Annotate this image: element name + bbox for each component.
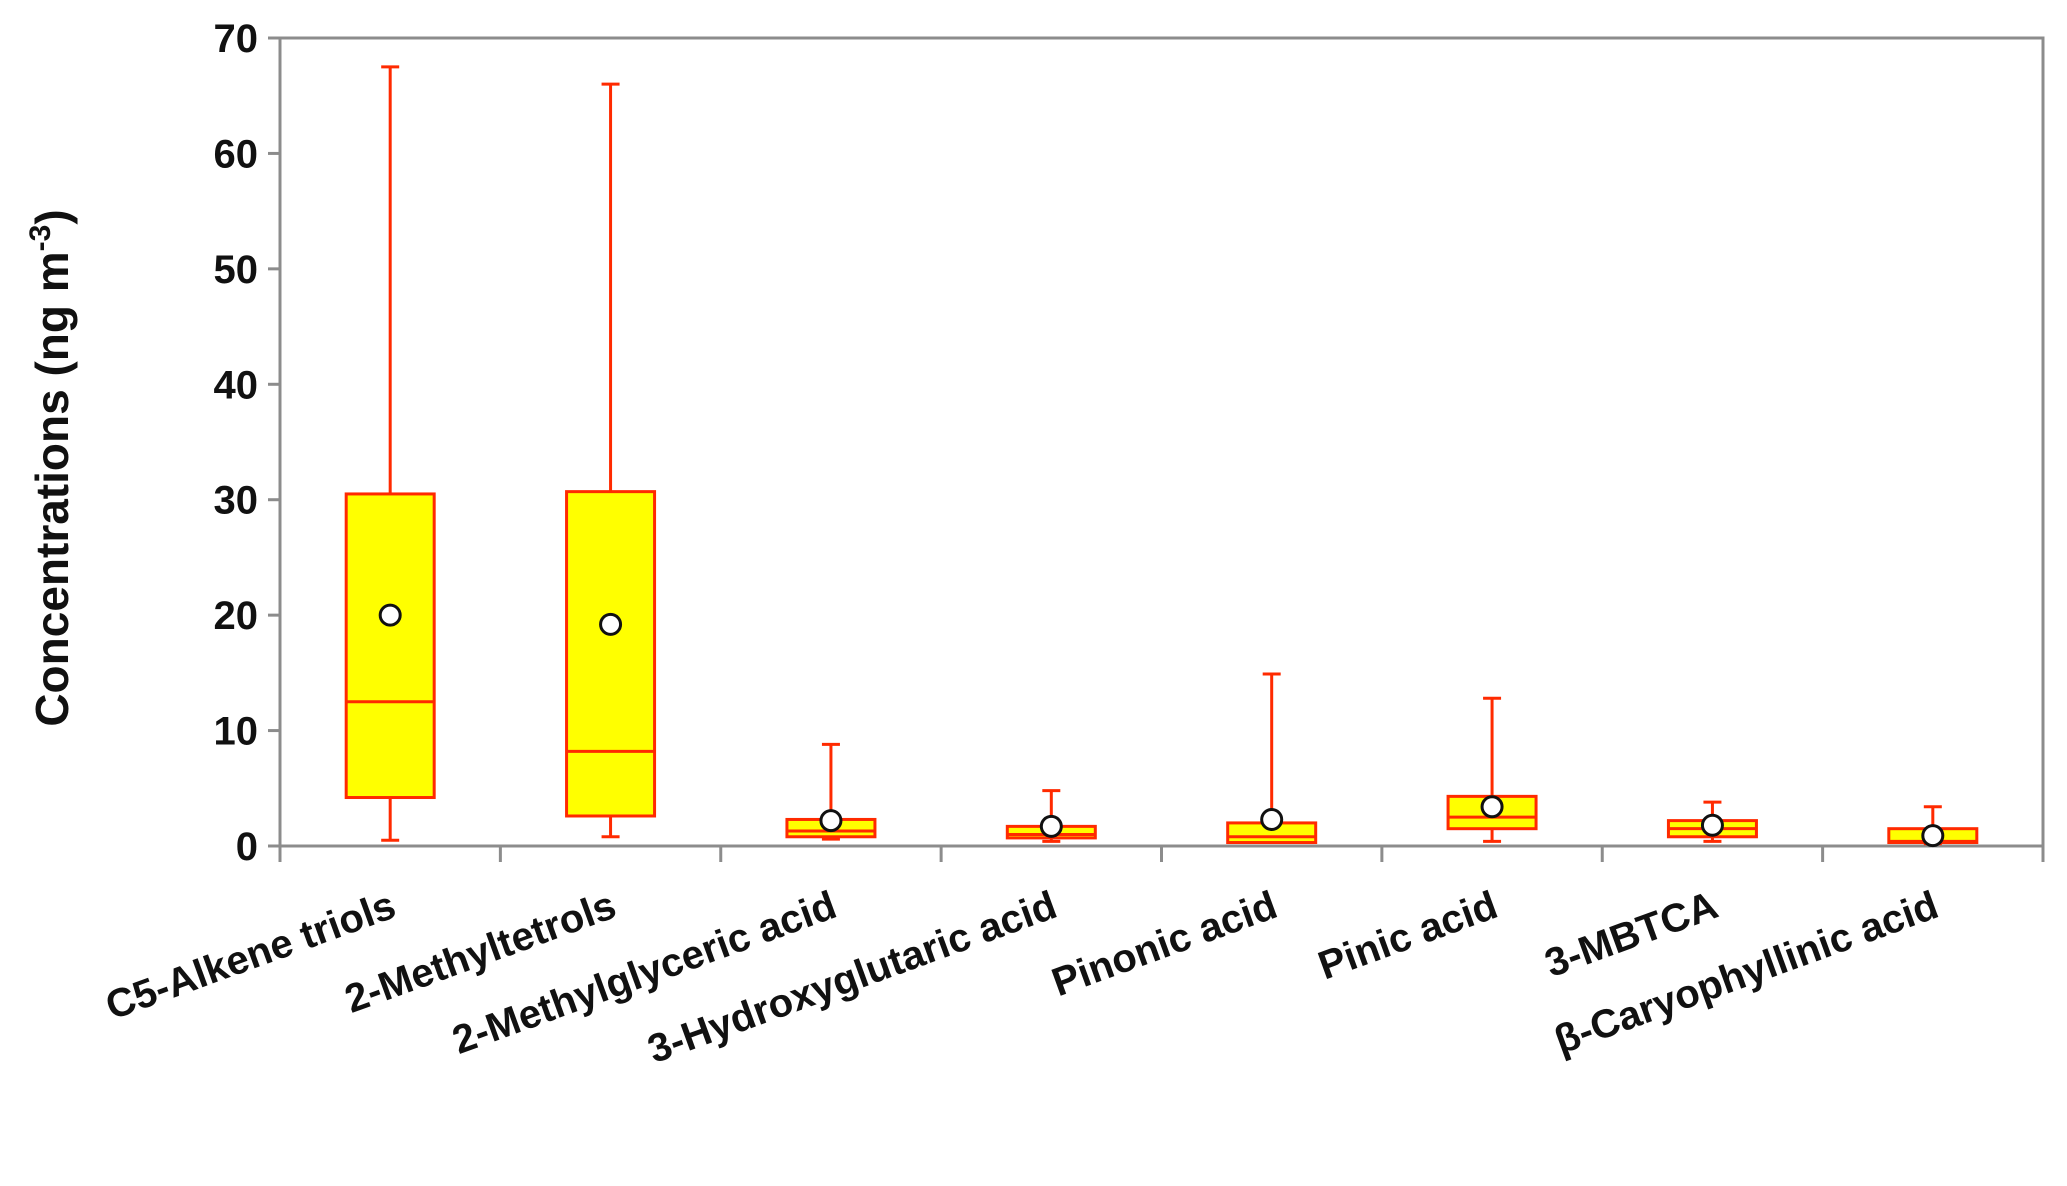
y-axis-title-superscript: -3	[24, 225, 57, 252]
y-tick-label: 0	[236, 825, 258, 869]
y-axis-title-text: Concentrations (ng m	[26, 251, 78, 726]
x-category-label: Pinonic acid	[1046, 883, 1282, 1005]
iqr-box	[344, 492, 436, 800]
mean-marker	[1039, 814, 1063, 838]
y-tick-label: 10	[214, 710, 259, 754]
box-6	[1446, 696, 1538, 843]
mean-marker	[1700, 813, 1724, 837]
box-7	[1666, 800, 1758, 843]
mean-marker	[378, 603, 402, 627]
mean-marker	[1260, 807, 1284, 831]
box-5	[1226, 672, 1318, 845]
x-axis: C5-Alkene triols2-Methyltetrols2-Methylg…	[100, 846, 2045, 1072]
plot-area-frame	[278, 36, 2045, 848]
y-axis-title: Concentrations (ng m-3)	[24, 209, 78, 726]
box-3	[785, 742, 877, 841]
box-2	[565, 82, 657, 839]
y-tick-label: 60	[214, 132, 259, 176]
iqr-box	[565, 490, 657, 818]
y-tick-label: 30	[214, 479, 259, 523]
y-tick-label: 70	[214, 17, 259, 61]
x-category-label: Pinic acid	[1313, 883, 1504, 988]
x-category-label: 3-Hydroxyglutaric acid	[642, 883, 1062, 1072]
mean-marker	[1480, 795, 1504, 819]
plot-border	[278, 36, 2045, 848]
box-1	[344, 65, 436, 842]
y-axis: 0 10 20 30 40 50 60 70	[214, 17, 280, 869]
y-tick-label: 40	[214, 363, 259, 407]
box-series	[344, 65, 1979, 848]
y-axis-title-close: )	[26, 209, 78, 224]
box-4	[1005, 789, 1097, 843]
y-tick-label: 50	[214, 248, 259, 292]
mean-marker	[819, 809, 843, 833]
mean-marker	[599, 612, 623, 636]
box-8	[1887, 805, 1979, 848]
x-category-label: β-Caryophyllinic acid	[1549, 883, 1944, 1063]
mean-marker	[1921, 824, 1945, 848]
y-tick-label: 20	[214, 594, 259, 638]
